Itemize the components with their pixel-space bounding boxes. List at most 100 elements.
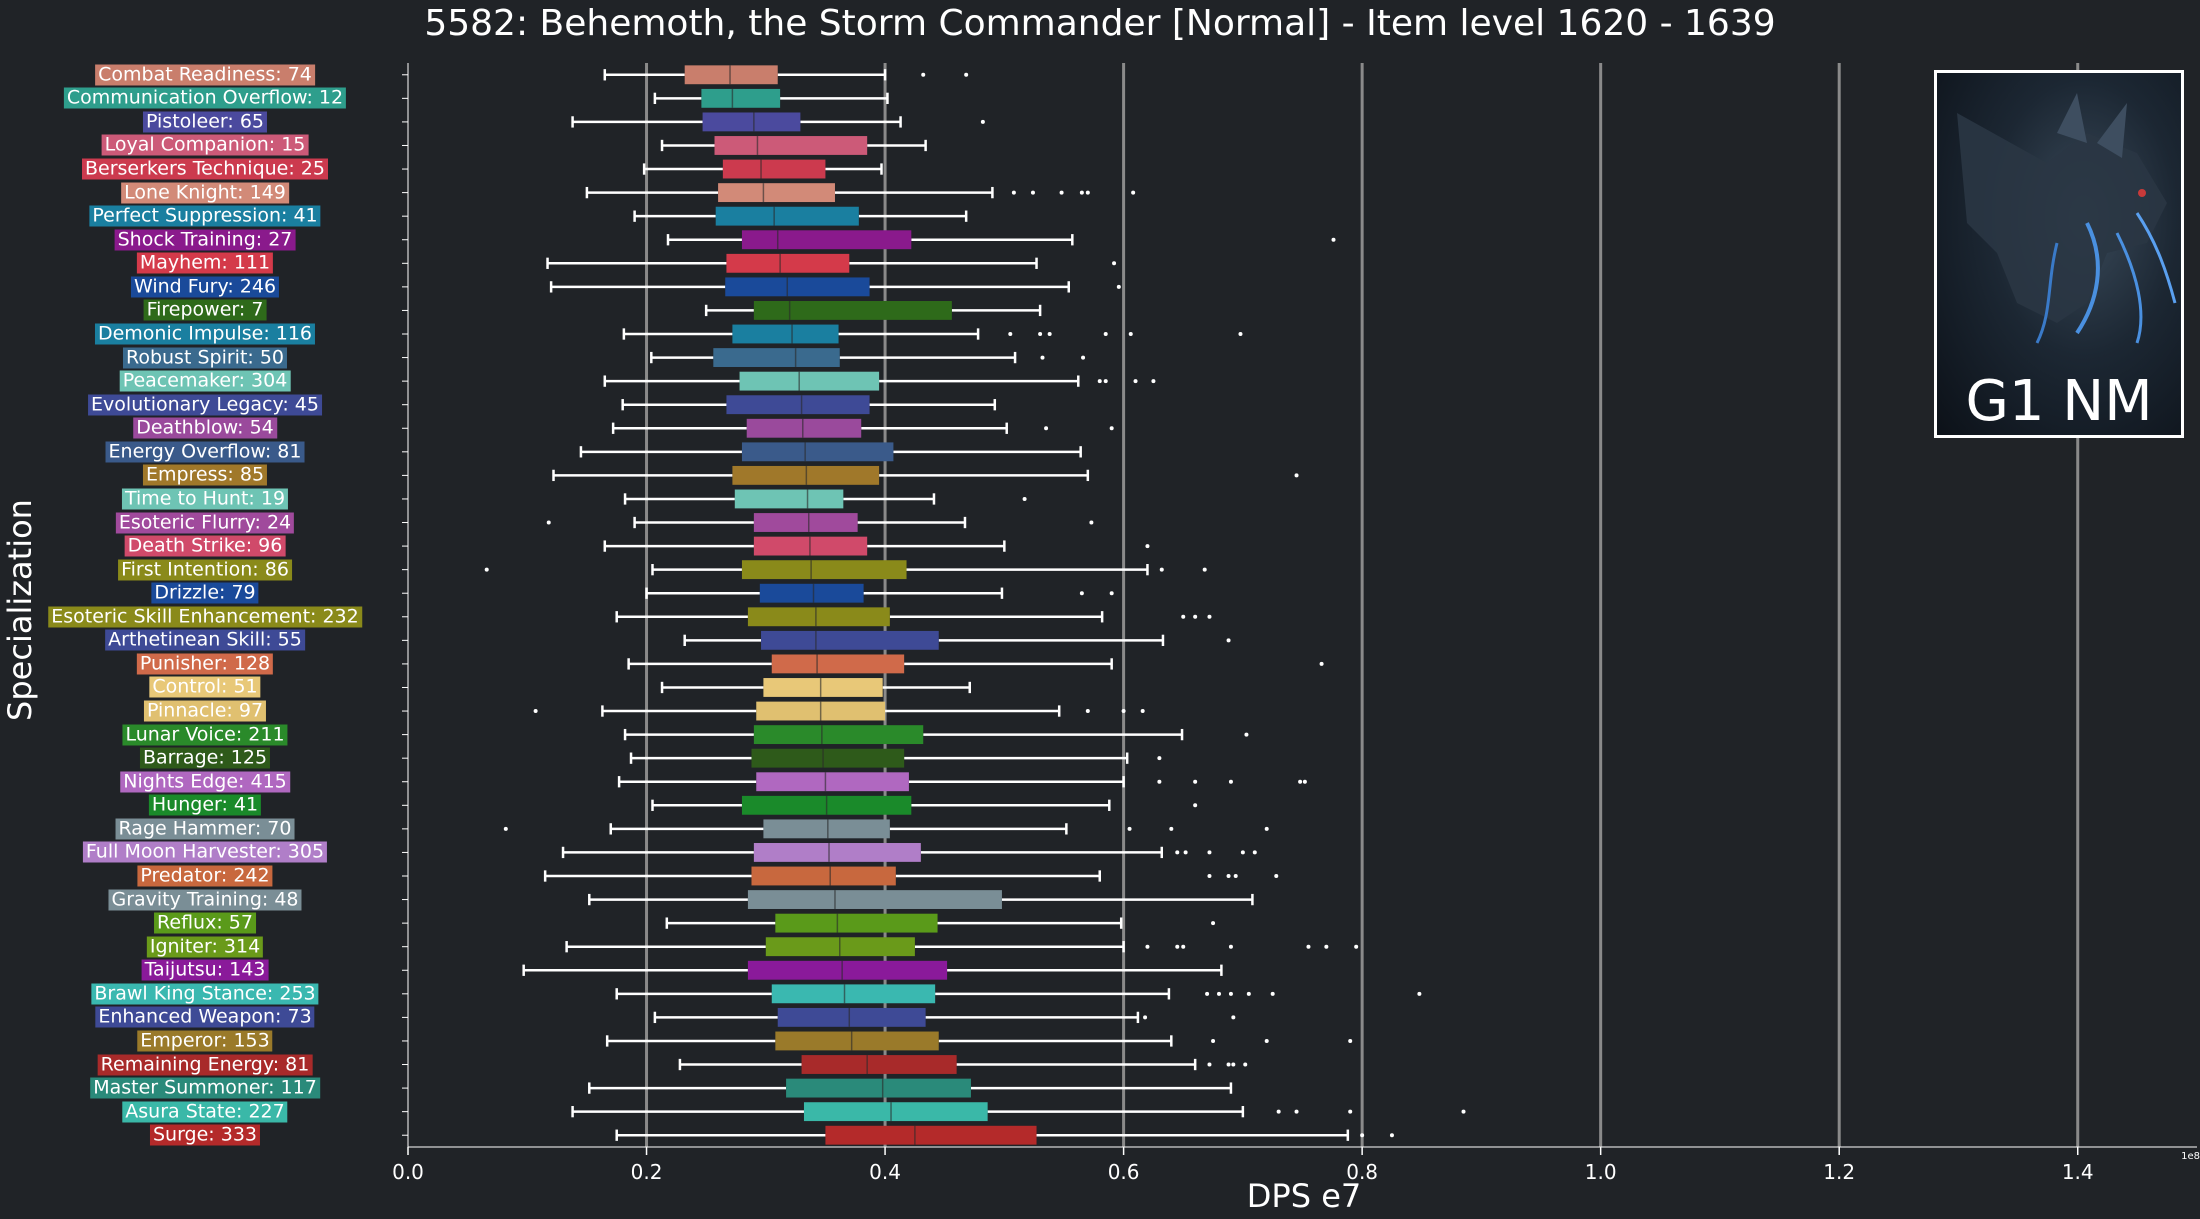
category-label: Surge: 333: [149, 1124, 261, 1146]
outlier-point: [1298, 779, 1303, 784]
outlier-point: [1331, 237, 1336, 242]
box: [775, 913, 938, 933]
outlier-point: [1319, 661, 1324, 666]
category-label: Demonic Impulse: 116: [94, 323, 316, 345]
box: [715, 206, 859, 226]
outlier-point: [1294, 1109, 1299, 1114]
box: [722, 159, 826, 179]
x-tick-label: 1.2: [1823, 1160, 1855, 1180]
box: [786, 1078, 971, 1098]
outlier-point: [1348, 1038, 1353, 1043]
category-label: Time to Hunt: 19: [121, 488, 289, 510]
box: [726, 253, 850, 273]
box: [747, 960, 948, 980]
outlier-point: [1157, 756, 1162, 761]
outlier-point: [1011, 190, 1016, 195]
outlier-point: [1274, 874, 1279, 878]
outlier-point: [1079, 591, 1084, 596]
outlier-point: [1193, 803, 1198, 808]
box: [741, 560, 907, 580]
x-tick-label: 1.0: [1585, 1160, 1617, 1180]
box: [759, 583, 864, 603]
boss-thumbnail: G1 NM: [1934, 70, 2184, 438]
outlier-point: [1226, 874, 1231, 878]
x-tick-label: 0.0: [392, 1160, 424, 1180]
outlier-point: [1228, 779, 1233, 784]
outlier-point: [1059, 190, 1064, 195]
outlier-point: [1116, 284, 1121, 289]
category-label: Arthetinean Skill: 55: [105, 629, 305, 651]
outlier-point: [1228, 944, 1233, 949]
category-labels: Combat Readiness: 74 Communication Overfl…: [0, 0, 405, 1180]
box: [753, 843, 921, 862]
difficulty-label: G1 NM: [1965, 369, 2153, 434]
category-label: Punisher: 128: [136, 653, 274, 675]
box: [751, 866, 896, 886]
category-label: Emperor: 153: [137, 1030, 273, 1052]
category-label: Esoteric Skill Enhancement: 232: [48, 606, 362, 628]
outlier-point: [1175, 944, 1180, 949]
category-label: Peacemaker: 304: [119, 370, 291, 392]
box: [763, 819, 890, 839]
outlier-point: [1417, 991, 1422, 996]
outlier-point: [1360, 1133, 1365, 1138]
category-label: Asura State: 227: [122, 1101, 288, 1123]
outlier-point: [1211, 1038, 1216, 1043]
outlier-point: [1044, 426, 1049, 431]
box: [741, 230, 912, 250]
category-label: Death Strike: 96: [124, 535, 286, 557]
outlier-point: [1140, 709, 1145, 714]
category-label: Pistoleer: 65: [142, 111, 268, 133]
box: [739, 371, 880, 391]
outlier-point: [1022, 496, 1027, 501]
x-tick-label: 0.8: [1346, 1160, 1378, 1180]
category-label: Lunar Voice: 211: [122, 724, 288, 746]
category-label: Esoteric Flurry: 24: [115, 512, 295, 534]
category-label: Drizzle: 79: [151, 582, 259, 604]
outlier-point: [1246, 991, 1251, 996]
outlier-point: [1233, 874, 1238, 878]
category-label: Brawl King Stance: 253: [91, 983, 319, 1005]
box: [713, 348, 840, 367]
outlier-point: [1226, 638, 1231, 643]
outlier-point: [1175, 850, 1180, 855]
outlier-point: [533, 709, 538, 714]
box: [771, 654, 905, 674]
outlier-point: [1047, 332, 1052, 336]
box: [801, 1055, 957, 1074]
outlier-point: [1240, 850, 1245, 855]
x-axis-scale-note: 1e8: [2181, 1151, 2200, 1162]
outlier-point: [1211, 921, 1216, 926]
outlier-point: [1202, 567, 1207, 572]
x-tick-label: 0.2: [631, 1160, 663, 1180]
outlier-point: [1217, 991, 1222, 996]
category-label: Berserkers Technique: 25: [82, 158, 328, 180]
outlier-point: [1324, 944, 1329, 949]
outlier-point: [1348, 1109, 1353, 1114]
outlier-point: [1081, 355, 1086, 360]
box: [702, 112, 801, 132]
box: [701, 88, 781, 108]
box: [734, 489, 844, 509]
outlier-point: [1128, 332, 1133, 336]
outlier-point: [1159, 567, 1164, 572]
box: [747, 607, 890, 627]
outlier-point: [1207, 1062, 1212, 1067]
outlier-point: [1238, 332, 1243, 336]
category-label: Master Summoner: 117: [90, 1077, 320, 1099]
category-label: Loyal Companion: 15: [101, 134, 309, 156]
category-label: Predator: 242: [137, 865, 273, 887]
outlier-point: [980, 119, 985, 124]
outlier-point: [1207, 850, 1212, 855]
dragon-art-icon: [1957, 93, 2177, 344]
box: [726, 395, 870, 415]
box: [753, 513, 858, 532]
category-label: Wind Fury: 246: [130, 276, 280, 298]
outlier-point: [1231, 1015, 1236, 1020]
box: [732, 324, 839, 344]
box: [803, 1102, 988, 1122]
category-label: Energy Overflow: 81: [105, 441, 305, 463]
outlier-point: [484, 567, 489, 572]
category-label: Robust Spirit: 50: [122, 347, 288, 369]
outlier-point: [1038, 332, 1043, 336]
